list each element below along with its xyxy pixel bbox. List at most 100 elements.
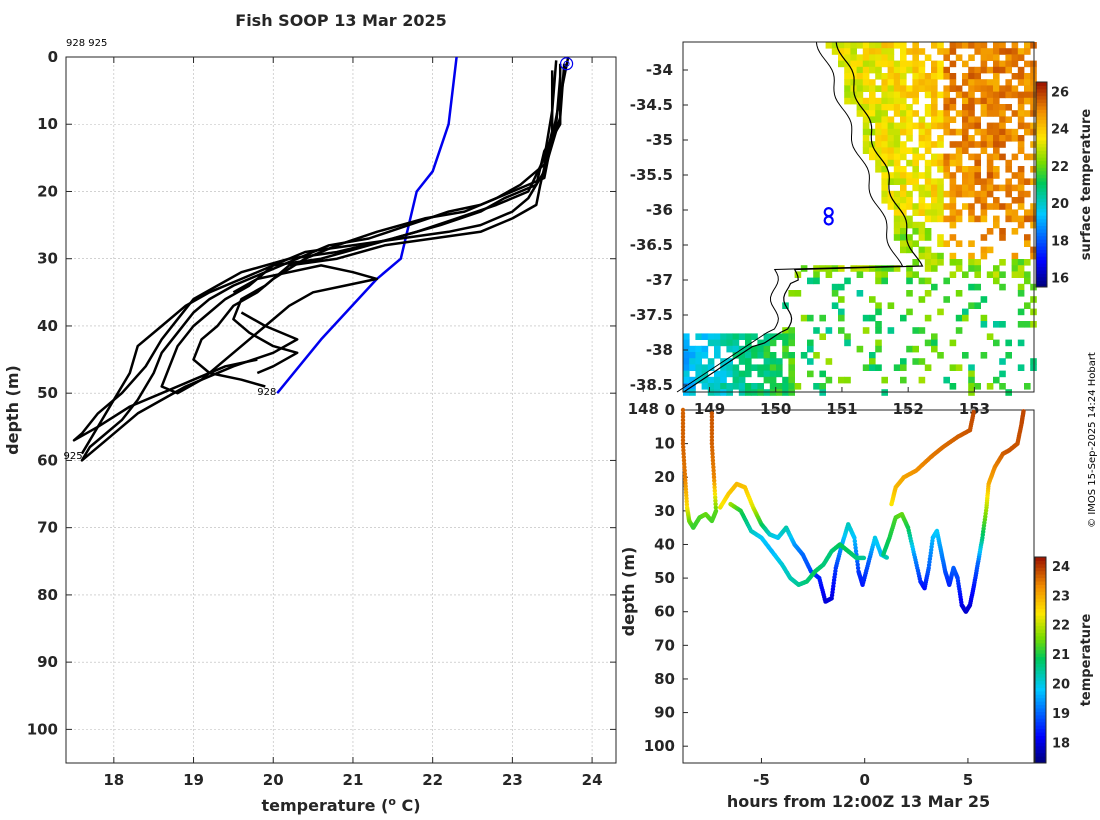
sst-cell	[1017, 110, 1025, 117]
sst-cell	[931, 73, 938, 80]
sst-cell	[887, 54, 895, 61]
sst-cell	[788, 376, 795, 384]
sst-cell	[980, 97, 988, 105]
sst-cell	[968, 42, 975, 49]
sst-cell	[962, 60, 969, 68]
sst-cell	[993, 265, 1000, 272]
sst-cell	[844, 97, 851, 105]
sst-cell	[850, 60, 857, 68]
sst-cell	[906, 85, 913, 92]
sst-cell	[955, 147, 963, 154]
colorbar-segment	[1036, 269, 1047, 274]
colorbar-segment	[1035, 708, 1046, 712]
sst-cell	[931, 259, 938, 266]
sst-cell	[986, 172, 994, 179]
sst-cell	[862, 42, 870, 49]
sst-cell	[1005, 116, 1012, 123]
sst-cell	[918, 358, 926, 365]
sst-cell	[968, 116, 975, 123]
colorbar-segment	[1035, 649, 1046, 654]
sst-cell	[763, 364, 771, 371]
sst-cell	[974, 259, 981, 266]
sst-cell	[875, 141, 882, 148]
y-tick-label: 0	[48, 48, 58, 66]
sst-cell	[955, 42, 963, 49]
colorbar-segment	[1035, 697, 1046, 702]
colorbar-segment	[1036, 160, 1047, 165]
sst-cell	[1005, 159, 1012, 167]
data-point	[971, 409, 976, 415]
sst-cell	[999, 110, 1006, 117]
colorbar-segment	[1035, 684, 1046, 688]
colorbar-segment	[1036, 143, 1047, 148]
data-point	[680, 417, 686, 423]
sst-cell	[974, 42, 981, 49]
colorbar-segment	[1036, 85, 1047, 90]
data-point	[709, 431, 715, 436]
sst-cell	[875, 277, 882, 285]
sst-cell	[912, 54, 919, 61]
sst-cell	[763, 345, 771, 353]
colorbar-segment	[1035, 608, 1046, 613]
colorbar-segment	[1036, 157, 1047, 162]
sst-cell	[875, 66, 882, 74]
sst-cell	[856, 265, 864, 272]
sst-cell	[931, 116, 938, 123]
colorbar-tick-label: 20	[1052, 678, 1070, 693]
sst-cell	[893, 178, 901, 185]
colorbar-segment	[1035, 574, 1046, 579]
sst-cell	[893, 215, 901, 223]
sst-cell	[887, 73, 895, 80]
sst-cell	[1011, 73, 1019, 80]
colorbar-segment	[1036, 201, 1047, 206]
data-point	[852, 538, 857, 544]
sst-cell	[1024, 178, 1031, 185]
y-tick-label: 0	[665, 401, 675, 419]
sst-cell	[1024, 209, 1031, 216]
sst-cell	[887, 135, 895, 142]
colorbar-segment	[1035, 756, 1046, 760]
colorbar-segment	[1035, 666, 1046, 671]
y-tick-label: -35	[646, 131, 673, 149]
sst-cell	[912, 345, 919, 353]
sst-cell	[968, 376, 975, 384]
colorbar-segment	[1035, 557, 1046, 561]
sst-cell	[831, 283, 839, 291]
sst-cell	[906, 240, 913, 247]
sst-cell	[776, 383, 783, 390]
sst-cell	[980, 252, 988, 260]
sst-cell	[869, 97, 876, 105]
colorbar-segment	[1035, 567, 1046, 572]
sst-cell	[887, 203, 895, 210]
colorbar-segment	[1036, 239, 1047, 244]
sst-cell	[968, 265, 975, 272]
sst-cell	[931, 91, 938, 99]
sst-cell	[887, 197, 895, 204]
sst-cell	[1011, 252, 1019, 260]
sst-cell	[949, 172, 957, 179]
sst-cell	[980, 190, 988, 198]
sst-cell	[1011, 135, 1019, 142]
y-tick-label: -36	[646, 201, 673, 219]
sst-cell	[912, 79, 919, 86]
colorbar-segment	[1036, 174, 1047, 179]
sst-cell	[881, 122, 888, 130]
sst-cell	[893, 141, 901, 148]
sst-cell	[918, 203, 926, 210]
sst-cell	[887, 128, 895, 136]
sst-cell	[720, 370, 727, 378]
x-tick-label: -5	[753, 771, 770, 789]
sst-cell	[955, 327, 963, 334]
colorbar-segment	[1036, 232, 1047, 237]
sst-cell	[937, 209, 944, 216]
sst-cell	[918, 172, 926, 179]
sst-cell	[962, 308, 969, 316]
sst-cell	[800, 314, 808, 322]
sst-cell	[968, 364, 975, 371]
x-tick-label: 18	[103, 771, 124, 789]
sst-cell	[912, 66, 919, 74]
colorbar-segment	[1036, 184, 1047, 189]
sst-cell	[850, 97, 857, 105]
sst-cell	[906, 66, 913, 74]
sst-cell	[875, 327, 882, 334]
